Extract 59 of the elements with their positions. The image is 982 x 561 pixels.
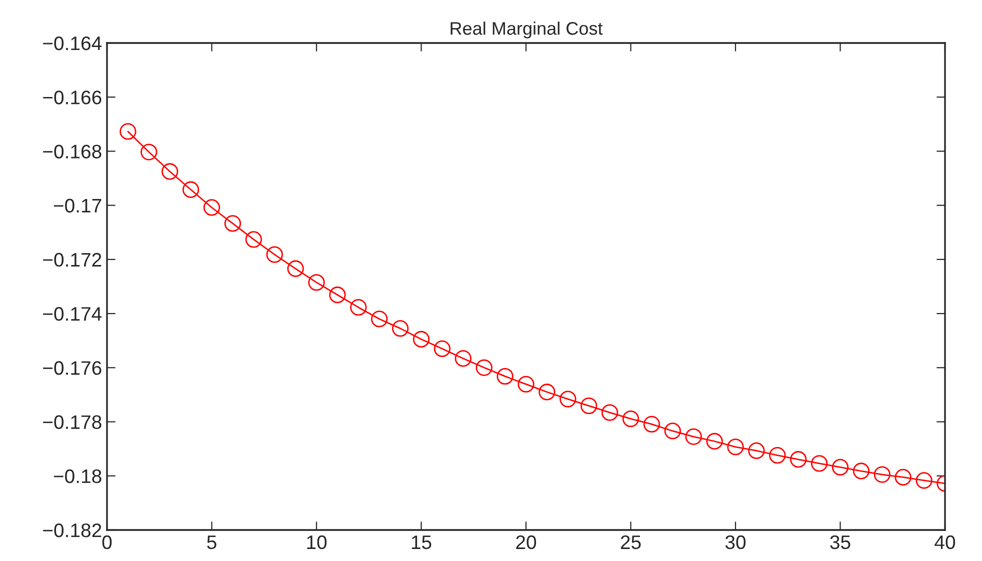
point [643,416,660,433]
point [182,181,200,198]
point [706,432,723,450]
point [140,144,158,160]
x-tick-label: 10 [307,535,327,550]
y-tick-label: −0.166 [43,90,102,104]
x-tick-label: 5 [207,536,216,550]
point [287,260,304,277]
point [120,123,136,140]
y-tick-label: −0.18 [54,469,102,484]
point [454,350,472,367]
x-tick-label: 20 [516,535,536,550]
point [769,446,786,464]
point [894,468,912,486]
point [560,390,576,408]
point [224,215,242,232]
point [329,286,346,304]
point [874,466,890,483]
point [622,410,640,428]
y-tick-label: −0.172 [43,252,102,267]
point [392,320,409,337]
x-tick-label: 40 [934,535,956,550]
point [203,199,220,216]
y-tick-label: −0.178 [43,415,102,430]
y-tick-label: −0.168 [43,144,102,158]
point [601,404,618,421]
point [308,274,325,291]
point [832,458,849,476]
point [350,299,367,316]
point [162,163,178,180]
y-tick-label: −0.174 [43,307,102,321]
point [245,231,262,248]
y-tick-label: −0.164 [43,36,102,50]
point [434,340,451,358]
y-tick-label: −0.176 [43,361,102,375]
x-tick-label: 25 [620,535,641,550]
point [852,462,870,480]
x-tick-label: 0 [102,535,112,550]
x-tick-label: 15 [412,536,432,550]
point [412,330,430,348]
chart-title: Real Marginal Cost [450,22,603,38]
point [748,442,765,460]
x-tick-label: 35 [830,535,850,550]
point [916,472,932,489]
point [810,455,828,472]
point [664,422,681,440]
x-tick-label: 30 [725,535,746,550]
point [476,359,492,376]
point [496,368,514,385]
point [518,376,534,393]
point [790,451,807,468]
point [266,246,283,263]
y-tick-label: −0.182 [43,523,102,538]
point [685,428,702,445]
point [371,310,388,328]
y-tick-label: −0.17 [54,198,102,213]
point [727,438,744,456]
point [538,384,556,400]
point [580,397,598,414]
